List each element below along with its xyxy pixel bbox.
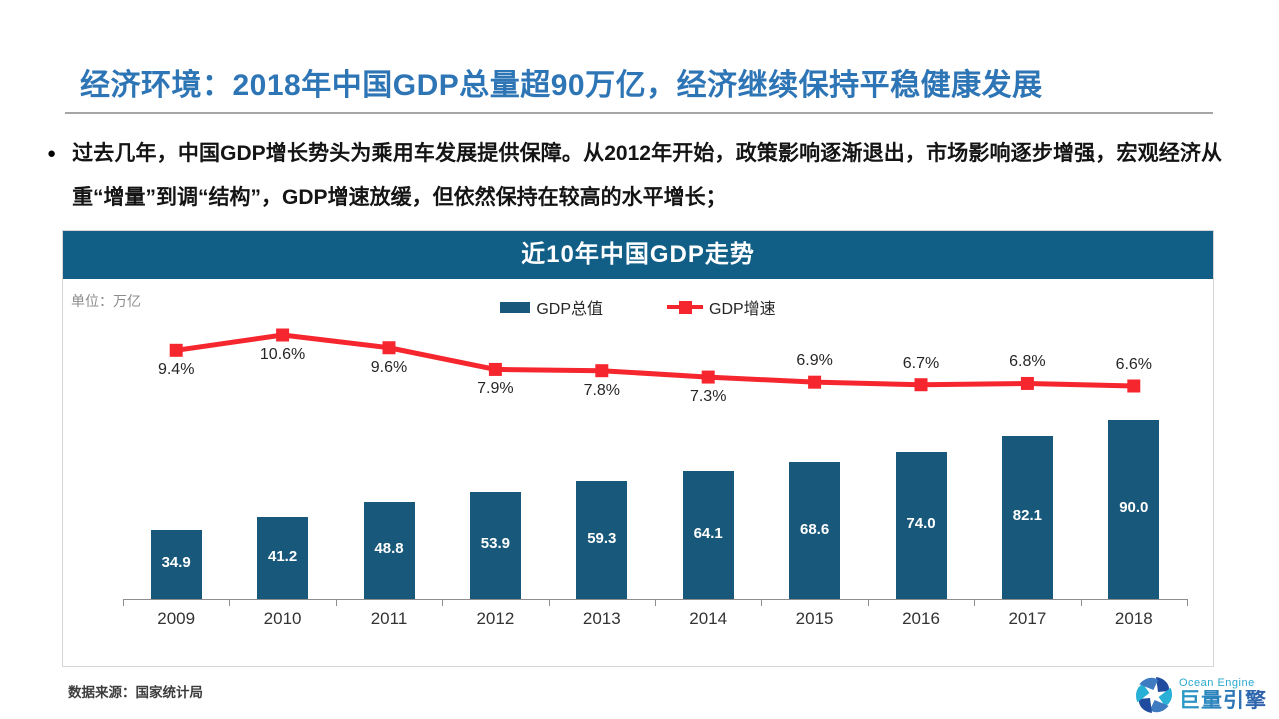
x-axis-label-2009: 2009 bbox=[157, 609, 196, 628]
chart-unit-label: 单位：万亿 bbox=[71, 293, 141, 309]
gdp-growth-marker-2012 bbox=[488, 362, 502, 376]
gdp-bar-value-2012: 53.9 bbox=[480, 535, 510, 553]
gdp-bar-value-2017: 82.1 bbox=[1012, 507, 1042, 525]
bullet-icon: ● bbox=[47, 145, 57, 162]
x-axis-label-2012: 2012 bbox=[476, 609, 515, 628]
x-axis-tick bbox=[867, 599, 869, 606]
x-axis-tick bbox=[229, 599, 231, 606]
legend-item-gdp-growth: GDP增速 bbox=[667, 295, 776, 319]
bullet-text: 过去几年，中国GDP增长势头为乘用车发展提供保障。从2012年开始，政策影响逐渐… bbox=[72, 142, 1223, 209]
gdp-bar-value-2009: 34.9 bbox=[161, 554, 191, 572]
legend-label-gdp-total: GDP总值 bbox=[536, 301, 603, 318]
line-series-swatch bbox=[667, 300, 703, 314]
x-axis-tick bbox=[442, 599, 444, 606]
gdp-bar-2018 bbox=[1108, 419, 1160, 599]
gdp-chart: 近10年中国GDP走势 单位：万亿 GDP总值 GDP增速 34.9 2009 41… bbox=[62, 230, 1214, 667]
data-source: 数据来源：国家统计局 bbox=[68, 685, 203, 700]
gdp-growth-value-2017: 6.8% bbox=[1009, 353, 1046, 371]
gdp-bar-value-2018: 90.0 bbox=[1119, 499, 1149, 517]
gdp-bar-2012 bbox=[469, 491, 521, 599]
gdp-bar-2016 bbox=[895, 451, 947, 599]
gdp-growth-value-2014: 7.3% bbox=[689, 388, 727, 406]
line-marker-icon bbox=[679, 300, 692, 314]
pinwheel-logo-icon bbox=[1136, 677, 1172, 713]
gdp-growth-value-2010: 10.6% bbox=[259, 346, 306, 363]
gdp-growth-value-2016: 6.7% bbox=[902, 354, 940, 372]
gdp-bar-2015 bbox=[789, 462, 841, 599]
gdp-growth-marker-2017 bbox=[1020, 376, 1034, 390]
gdp-bar-2011 bbox=[363, 501, 415, 599]
pinwheel-blade bbox=[1156, 677, 1170, 692]
gdp-growth-marker-2011 bbox=[382, 341, 396, 355]
x-axis-tick bbox=[335, 599, 337, 606]
gdp-bar-value-2014: 64.1 bbox=[693, 525, 723, 543]
pinwheel-blade bbox=[1158, 687, 1172, 706]
gdp-growth-marker-2014 bbox=[701, 370, 715, 384]
bar-series-swatch bbox=[500, 301, 531, 313]
x-axis-label-2017: 2017 bbox=[1008, 609, 1047, 628]
logo-text: Ocean Engine 巨量引擎 bbox=[1179, 678, 1267, 712]
gdp-growth-marker-2009 bbox=[169, 343, 183, 357]
pinwheel-blade bbox=[1136, 684, 1150, 703]
gdp-growth-value-2013: 7.8% bbox=[583, 381, 621, 399]
x-axis-tick bbox=[974, 599, 976, 606]
gdp-bar-value-2013: 59.3 bbox=[587, 529, 617, 547]
x-axis-tick bbox=[1187, 599, 1188, 606]
gdp-bar-value-2011: 48.8 bbox=[374, 540, 404, 558]
gdp-growth-marker-2018 bbox=[1127, 379, 1141, 393]
title-divider bbox=[65, 112, 1213, 114]
x-axis-tick bbox=[548, 599, 550, 606]
bullet-paragraph: ● 过去几年，中国GDP增长势头为乘用车发展提供保障。从2012年开始，政策影响… bbox=[47, 132, 1232, 220]
pinwheel-blade bbox=[1139, 677, 1159, 691]
pinwheel-blade bbox=[1138, 698, 1152, 713]
x-axis-label-2013: 2013 bbox=[582, 609, 621, 628]
gdp-bar-value-2016: 74.0 bbox=[906, 515, 936, 533]
x-axis-label-2016: 2016 bbox=[902, 609, 940, 628]
x-axis-label-2011: 2011 bbox=[370, 609, 408, 628]
gdp-growth-value-2012: 7.9% bbox=[477, 380, 514, 398]
legend-label-gdp-growth: GDP增速 bbox=[709, 301, 776, 318]
gdp-growth-value-2011: 9.6% bbox=[370, 358, 408, 376]
gdp-growth-value-2009: 9.4% bbox=[157, 361, 195, 379]
x-axis-tick bbox=[655, 599, 656, 606]
gdp-bar-value-2010: 41.2 bbox=[267, 548, 298, 565]
gdp-bar-value-2015: 68.6 bbox=[799, 520, 830, 538]
gdp-growth-marker-2016 bbox=[914, 378, 928, 392]
gdp-growth-marker-2010 bbox=[276, 328, 290, 342]
logo-text-en: Ocean Engine bbox=[1179, 677, 1255, 690]
plot-area: 34.9 2009 41.2 2010 48.8 2011 53.9 2012 59.3 2013… bbox=[63, 231, 1213, 666]
chart-legend: GDP总值 GDP增速 bbox=[63, 295, 1213, 319]
gdp-bar-2017 bbox=[1001, 435, 1053, 599]
brand-logo: Ocean Engine 巨量引擎 bbox=[1134, 675, 1267, 715]
gdp-growth-marker-2015 bbox=[808, 375, 822, 389]
pinwheel-blade bbox=[1149, 699, 1169, 713]
gdp-bar-2009 bbox=[150, 529, 202, 599]
gdp-growth-line-path bbox=[175, 332, 1134, 389]
x-axis-label-2015: 2015 bbox=[795, 609, 834, 628]
gdp-bar-2010 bbox=[257, 517, 309, 599]
x-axis-label-2014: 2014 bbox=[689, 609, 728, 628]
x-axis-tick bbox=[1080, 599, 1082, 606]
legend-item-gdp-total: GDP总值 bbox=[500, 295, 603, 319]
x-axis-tick bbox=[123, 599, 124, 606]
page-title: 经济环境：2018年中国GDP总量超90万亿，经济继续保持平稳健康发展 bbox=[80, 69, 1043, 102]
gdp-growth-value-2015: 6.9% bbox=[796, 352, 833, 370]
x-axis-tick bbox=[761, 599, 763, 606]
x-axis-label-2018: 2018 bbox=[1114, 609, 1153, 628]
gdp-growth-marker-2013 bbox=[595, 364, 609, 378]
chart-title: 近10年中国GDP走势 bbox=[63, 231, 1213, 279]
gdp-bar-2013 bbox=[576, 480, 628, 599]
gdp-growth-value-2018: 6.6% bbox=[1115, 356, 1153, 373]
logo-text-cn: 巨量引擎 bbox=[1179, 688, 1267, 712]
x-axis-label-2010: 2010 bbox=[263, 609, 302, 628]
gdp-bar-2014 bbox=[682, 471, 734, 599]
